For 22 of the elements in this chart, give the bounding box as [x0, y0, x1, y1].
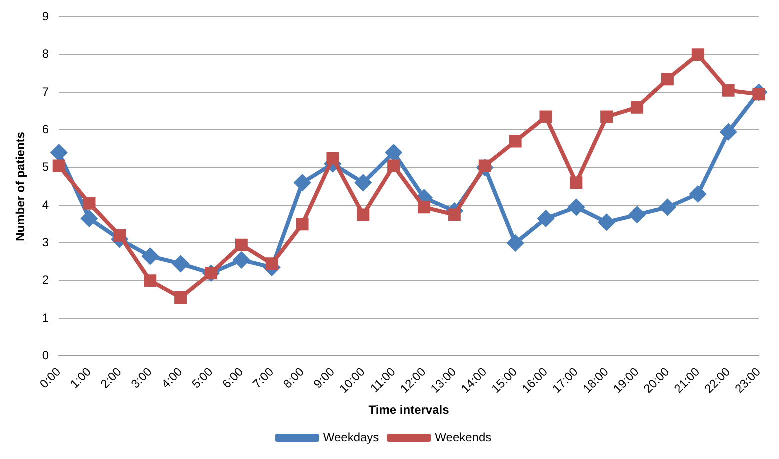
x-tick-label: 9:00	[311, 364, 338, 392]
y-tick-label: 6	[42, 122, 50, 137]
y-tick-label: 8	[42, 47, 50, 62]
x-tick-label: 0:00	[37, 364, 64, 392]
y-tick-label: 2	[42, 273, 50, 288]
x-tick-label: 7:00	[250, 364, 277, 392]
x-tick-label: 8:00	[280, 364, 308, 392]
y-tick-label: 3	[42, 236, 50, 250]
y-tick-label: 1	[42, 310, 50, 325]
y-tick-label: 7	[42, 84, 50, 99]
x-axis-title: Time intervals	[368, 403, 450, 418]
y-tick-label: 0	[42, 348, 50, 362]
legend-label: Weekends	[435, 430, 492, 444]
x-tick-label: 3:00	[128, 364, 156, 392]
y-tick-label: 4	[42, 198, 50, 212]
legend-label: Weekdays	[323, 430, 380, 444]
x-tick-label: 6:00	[220, 364, 246, 392]
x-tick-label: 5:00	[189, 364, 216, 392]
y-axis-title: Number of patients	[14, 132, 28, 242]
y-tick-label: 5	[42, 160, 50, 174]
x-tick-label: 4:00	[158, 364, 186, 392]
y-tick-label: 9	[42, 10, 50, 24]
